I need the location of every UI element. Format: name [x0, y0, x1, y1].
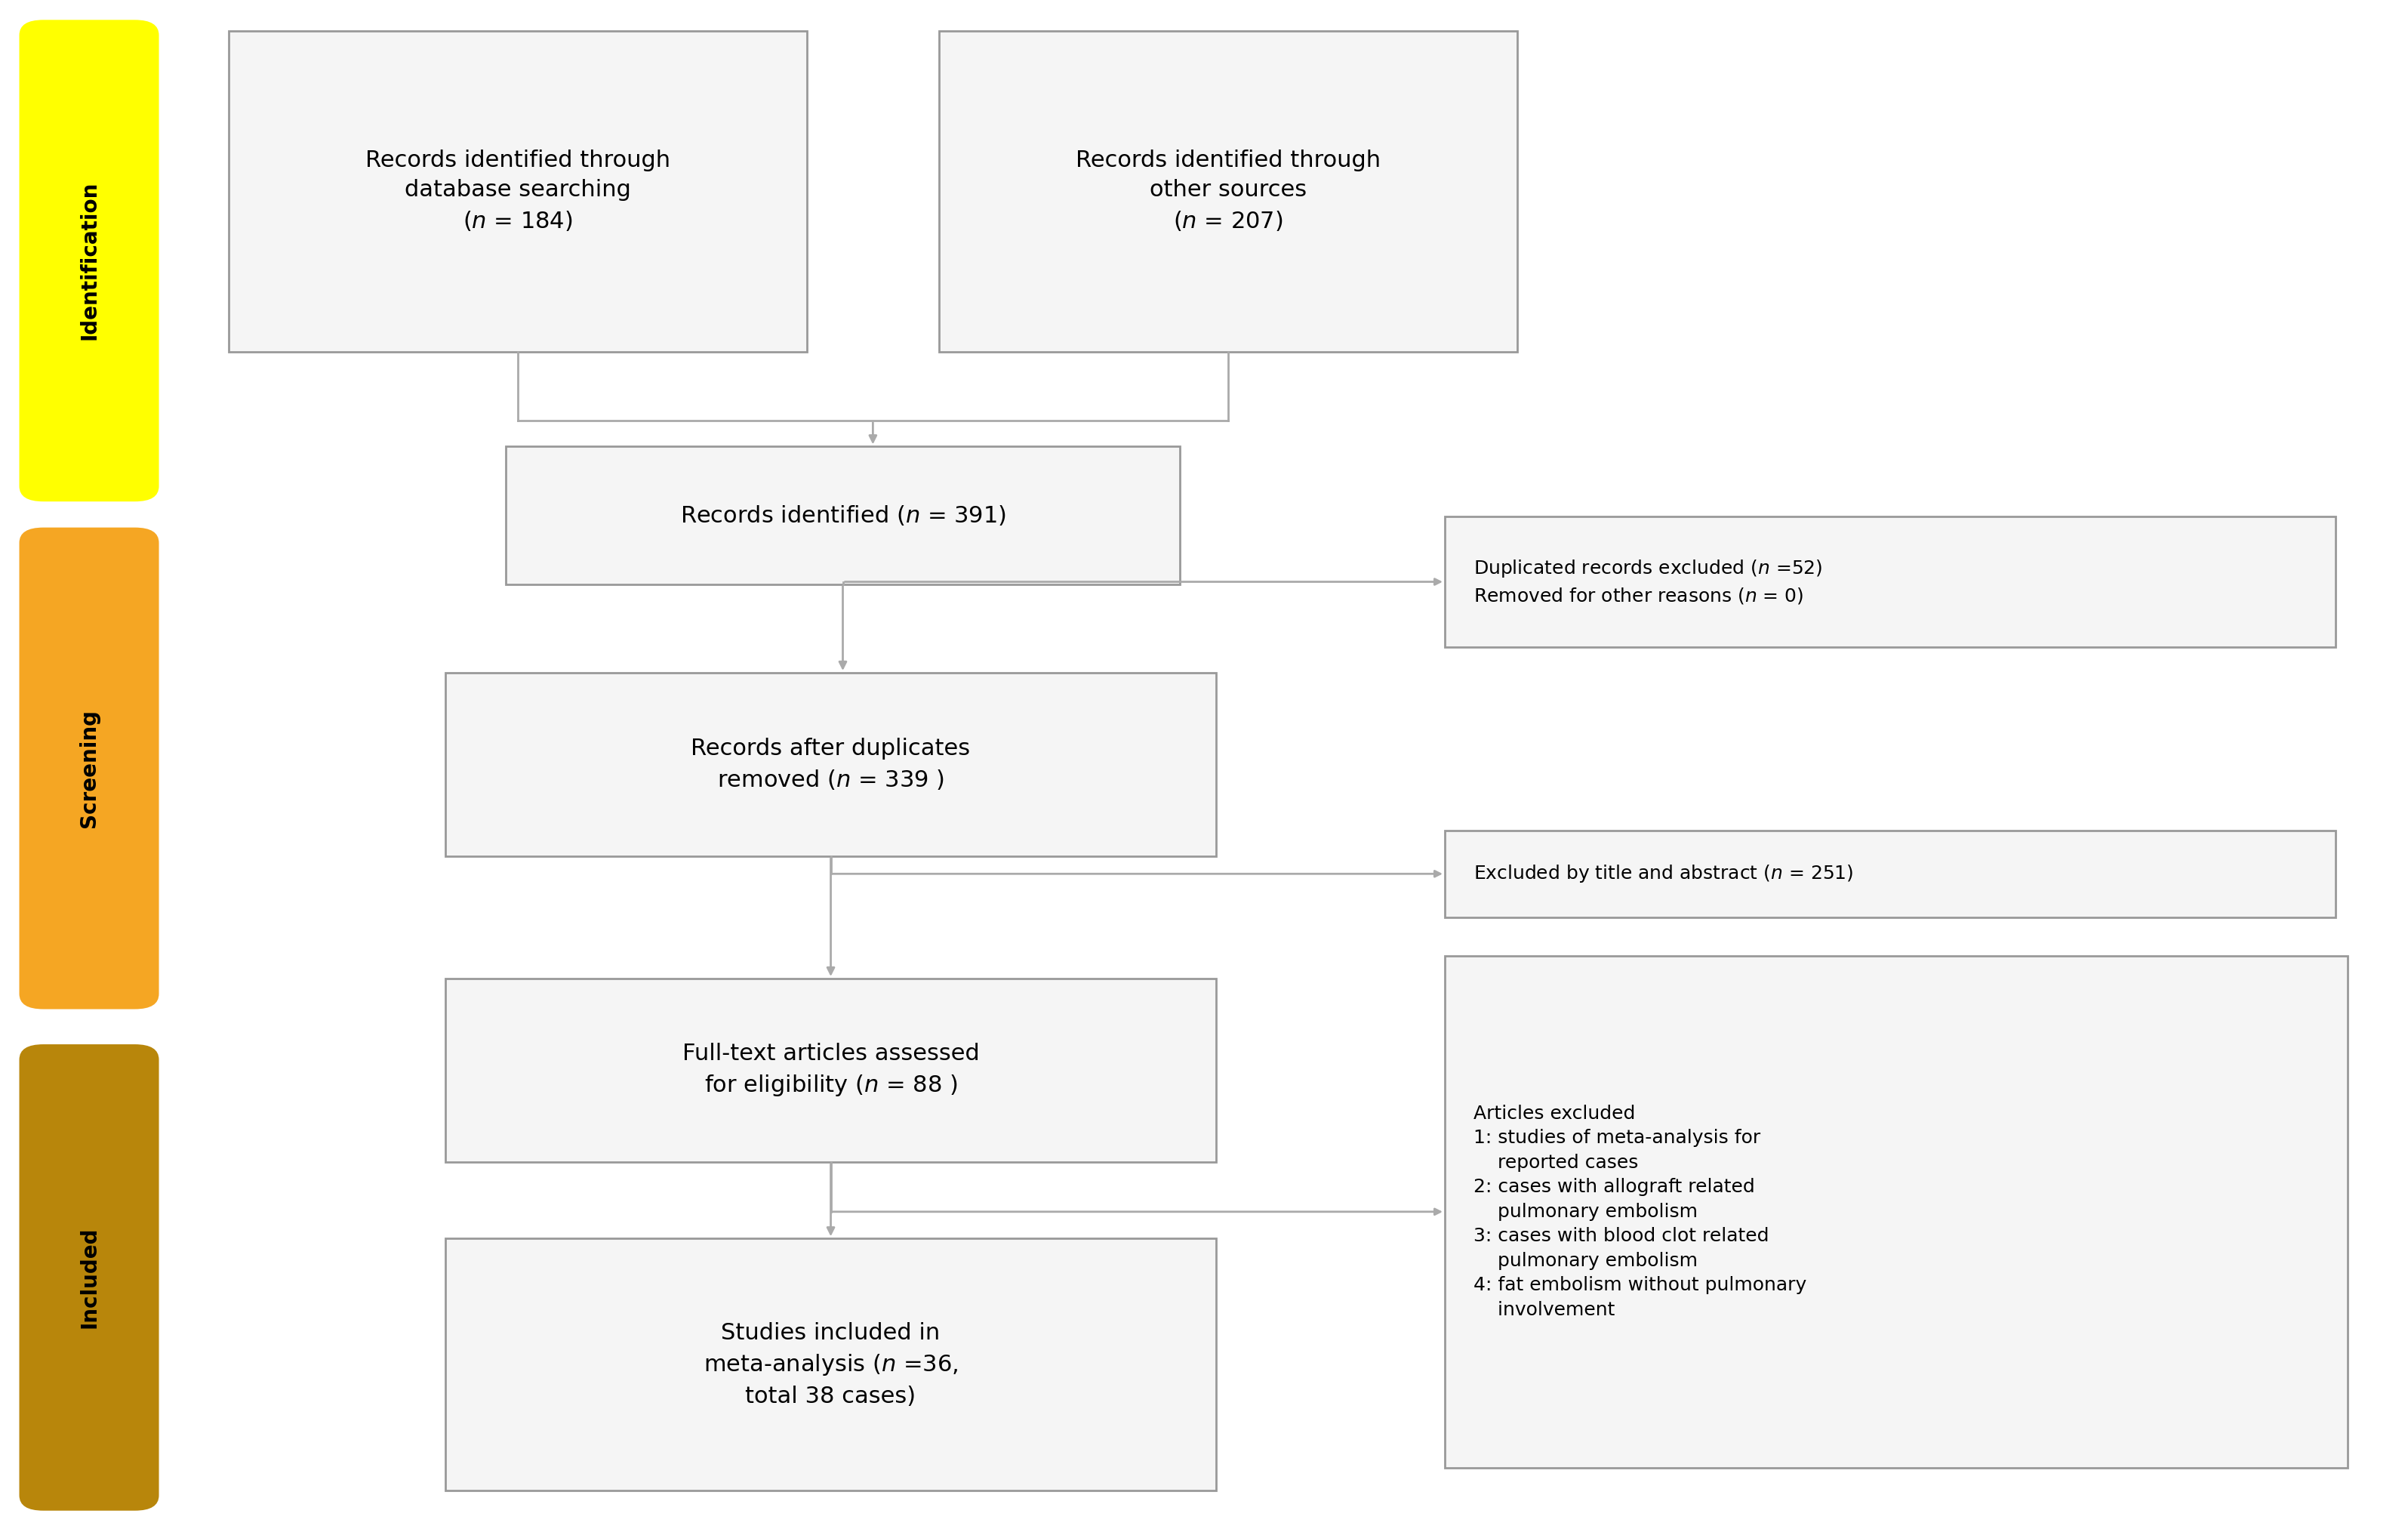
FancyBboxPatch shape [445, 979, 1216, 1162]
FancyBboxPatch shape [445, 1238, 1216, 1491]
FancyBboxPatch shape [19, 1044, 159, 1511]
Text: Records identified through
other sources
($n$ = 207): Records identified through other sources… [1076, 150, 1380, 232]
Text: Full-text articles assessed
for eligibility ($n$ = 88 ): Full-text articles assessed for eligibil… [681, 1043, 980, 1098]
Text: Identification: Identification [79, 182, 99, 339]
FancyBboxPatch shape [939, 31, 1517, 352]
Text: Records after duplicates
removed ($n$ = 339 ): Records after duplicates removed ($n$ = … [691, 737, 970, 792]
Text: Excluded by title and abstract ($n$ = 251): Excluded by title and abstract ($n$ = 25… [1474, 864, 1854, 884]
Text: Records identified ($n$ = 391): Records identified ($n$ = 391) [679, 503, 1007, 528]
Text: Articles excluded
1: studies of meta-analysis for
    reported cases
2: cases wi: Articles excluded 1: studies of meta-ana… [1474, 1104, 1806, 1320]
Text: Included: Included [79, 1226, 99, 1329]
FancyBboxPatch shape [19, 20, 159, 502]
Text: Screening: Screening [79, 709, 99, 827]
Text: Records identified through
database searching
($n$ = 184): Records identified through database sear… [366, 150, 669, 232]
FancyBboxPatch shape [445, 673, 1216, 856]
Text: Studies included in
meta-analysis ($n$ =36,
total 38 cases): Studies included in meta-analysis ($n$ =… [703, 1323, 958, 1407]
FancyBboxPatch shape [506, 446, 1180, 584]
FancyBboxPatch shape [1445, 830, 2336, 917]
FancyBboxPatch shape [1445, 517, 2336, 647]
FancyBboxPatch shape [1445, 956, 2348, 1468]
Text: Duplicated records excluded ($n$ =52)
Removed for other reasons ($n$ = 0): Duplicated records excluded ($n$ =52) Re… [1474, 558, 1823, 605]
FancyBboxPatch shape [19, 528, 159, 1009]
FancyBboxPatch shape [229, 31, 807, 352]
